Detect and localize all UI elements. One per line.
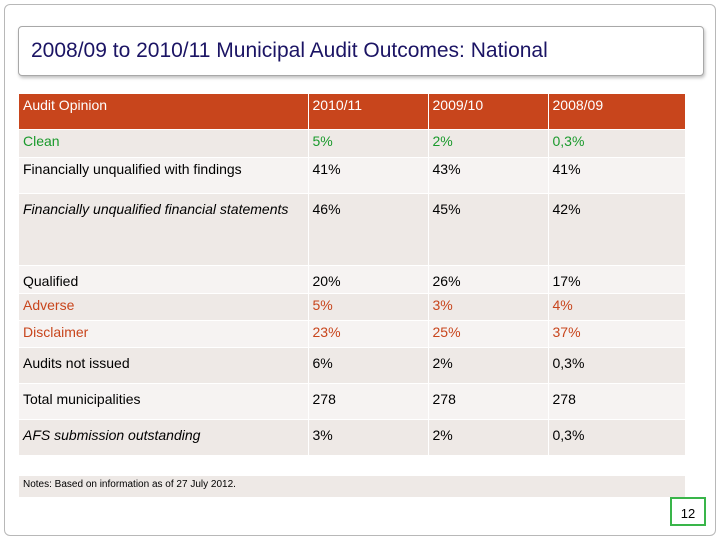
cell-value: 4%: [547, 293, 686, 321]
cell-value: 6%: [307, 347, 429, 384]
cell-value: 43%: [427, 157, 549, 194]
cell-value: 0,3%: [547, 419, 686, 456]
table-row-afs-outstanding: AFS submission outstanding 3% 2% 0,3%: [19, 419, 686, 456]
table-row-audits-not-issued: Audits not issued 6% 2% 0,3%: [19, 347, 686, 384]
header-2010-11: 2010/11: [307, 94, 429, 130]
table-header-row: Audit Opinion 2010/11 2009/10 2008/09: [19, 94, 686, 130]
row-label: Financially unqualified financial statem…: [19, 193, 309, 266]
cell-value: 41%: [307, 157, 429, 194]
cell-value: 2%: [427, 129, 549, 158]
cell-value: 278: [307, 383, 429, 420]
cell-value: 17%: [547, 265, 686, 294]
row-label: Clean: [19, 129, 309, 158]
cell-value: 41%: [547, 157, 686, 194]
cell-value: 278: [547, 383, 686, 420]
table-row-adverse: Adverse 5% 3% 4%: [19, 293, 686, 321]
cell-value: 2%: [427, 419, 549, 456]
cell-value: 5%: [307, 293, 429, 321]
table-row-unqualified-findings: Financially unqualified with findings 41…: [19, 157, 686, 194]
cell-value: 37%: [547, 320, 686, 348]
cell-value: 278: [427, 383, 549, 420]
cell-value: 46%: [307, 193, 429, 266]
cell-value: 25%: [427, 320, 549, 348]
row-label: Qualified: [19, 265, 309, 294]
table-row-disclaimer: Disclaimer 23% 25% 37%: [19, 320, 686, 348]
cell-value: 2%: [427, 347, 549, 384]
page-number-badge: 12: [670, 497, 706, 526]
title-box: 2008/09 to 2010/11 Municipal Audit Outco…: [18, 26, 704, 76]
table-row-clean: Clean 5% 2% 0,3%: [19, 129, 686, 158]
cell-value: 5%: [307, 129, 429, 158]
row-label: Disclaimer: [19, 320, 309, 348]
audit-outcomes-table: Audit Opinion 2010/11 2009/10 2008/09 Cl…: [19, 94, 686, 456]
notes-text: Notes: Based on information as of 27 Jul…: [19, 476, 685, 497]
table-row-unqualified-statements: Financially unqualified financial statem…: [19, 193, 686, 266]
cell-value: 26%: [427, 265, 549, 294]
slide-frame: [4, 4, 716, 536]
slide-title: 2008/09 to 2010/11 Municipal Audit Outco…: [31, 39, 548, 62]
row-label: Audits not issued: [19, 347, 309, 384]
cell-value: 23%: [307, 320, 429, 348]
row-label: Total municipalities: [19, 383, 309, 420]
table-row-qualified: Qualified 20% 26% 17%: [19, 265, 686, 294]
cell-value: 0,3%: [547, 347, 686, 384]
header-audit-opinion: Audit Opinion: [19, 94, 309, 130]
table-row-total-municipalities: Total municipalities 278 278 278: [19, 383, 686, 420]
header-2008-09: 2008/09: [547, 94, 686, 130]
header-2009-10: 2009/10: [427, 94, 549, 130]
cell-value: 3%: [307, 419, 429, 456]
row-label: Financially unqualified with findings: [19, 157, 309, 194]
row-label: Adverse: [19, 293, 309, 321]
page-number: 12: [680, 506, 696, 521]
cell-value: 45%: [427, 193, 549, 266]
row-label: AFS submission outstanding: [19, 419, 309, 456]
cell-value: 42%: [547, 193, 686, 266]
cell-value: 3%: [427, 293, 549, 321]
cell-value: 0,3%: [547, 129, 686, 158]
cell-value: 20%: [307, 265, 429, 294]
